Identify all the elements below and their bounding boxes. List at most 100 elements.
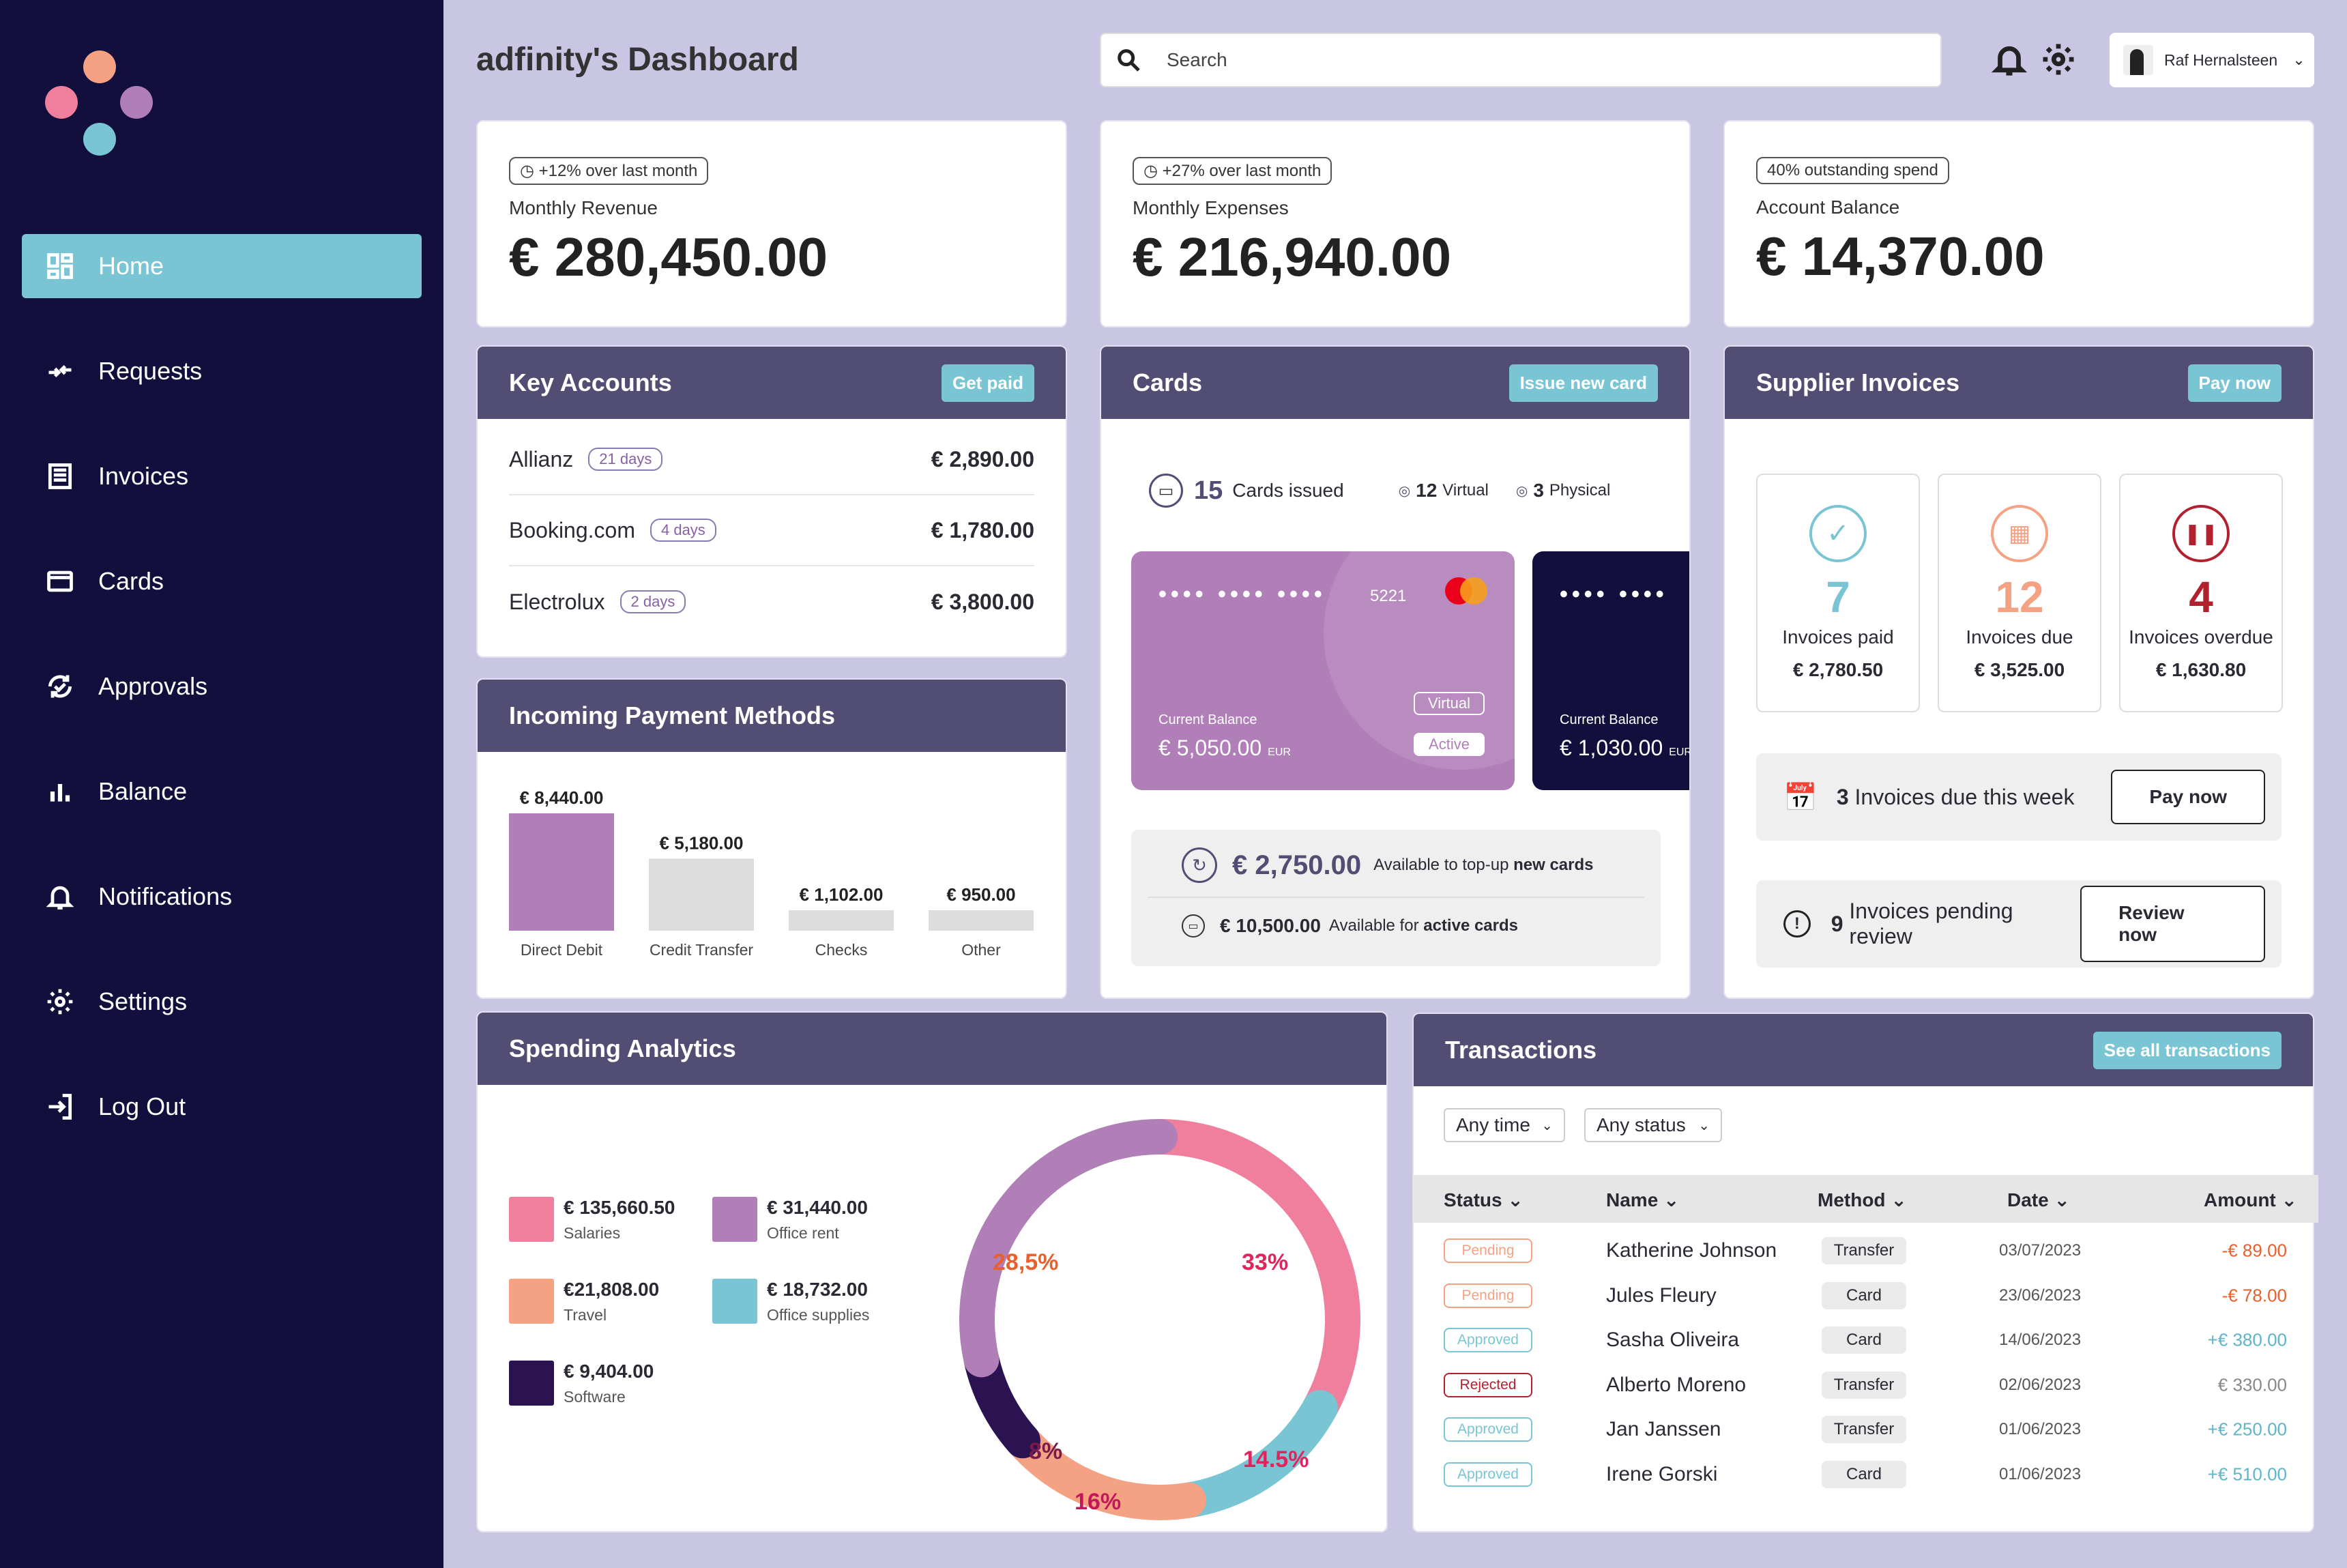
- pay-now-button[interactable]: Pay now: [2187, 364, 2282, 402]
- time-filter-select[interactable]: Any time ⌄: [1444, 1108, 1565, 1142]
- bar-value-label: € 8,440.00: [520, 787, 604, 808]
- settings-button[interactable]: [2040, 41, 2077, 78]
- account-name: Allianz: [509, 446, 574, 471]
- table-row[interactable]: Pending Jules Fleury Card 23/06/2023 -€ 78.0…: [1412, 1273, 2318, 1318]
- chevron-down-icon: ⌄: [1541, 1118, 1553, 1133]
- bar-value-label: € 950.00: [946, 884, 1015, 905]
- sidebar-item-logout[interactable]: Log Out: [22, 1075, 422, 1139]
- chevron-down-icon: ⌄: [1698, 1118, 1710, 1133]
- table-row[interactable]: Pending Katherine Johnson Transfer 03/07/20…: [1412, 1228, 2318, 1273]
- card-type-badge: Virtual: [1414, 692, 1485, 715]
- user-menu[interactable]: Raf Hernalsteen ⌄: [2110, 33, 2314, 87]
- kpi-card-expenses: ◷ +27% over last month Monthly Expenses …: [1100, 120, 1691, 328]
- table-row[interactable]: Approved Irene Gorski Card 01/06/2023 +€ 510…: [1412, 1452, 2318, 1497]
- days-badge: 4 days: [650, 519, 716, 542]
- physical-card[interactable]: •••• •••• Current Balance € 1,030.00 EUR: [1532, 551, 1689, 790]
- logout-icon: [48, 1094, 72, 1120]
- status-badge: Pending: [1444, 1283, 1532, 1308]
- invoices-paid-count: 7: [1826, 572, 1850, 622]
- sidebar-item-label: Notifications: [98, 882, 233, 910]
- sidebar-item-requests[interactable]: Requests: [22, 339, 422, 403]
- virtual-count: 12: [1416, 480, 1438, 501]
- sidebar-item-label: Log Out: [98, 1092, 186, 1120]
- account-amount: € 3,800.00: [931, 589, 1034, 614]
- virtual-card[interactable]: •••• •••• •••• 5221 Current Balance € 5,…: [1131, 551, 1515, 790]
- review-now-button[interactable]: Review now: [2080, 886, 2265, 962]
- invoices-due-label: Invoices due: [1966, 626, 2073, 648]
- chevron-down-icon: ⌄: [2292, 51, 2305, 68]
- physical-label: Physical: [1549, 481, 1611, 499]
- transaction-amount: +€ 510.00: [2207, 1464, 2287, 1485]
- transaction-date: 03/07/2023: [1999, 1241, 2082, 1260]
- invoices-overdue-label: Invoices overdue: [2129, 626, 2273, 648]
- days-badge: 21 days: [588, 448, 663, 471]
- bar-direct-debit: [509, 813, 614, 931]
- payment-methods-card: Incoming Payment Methods € 8,440.00 Direc…: [476, 678, 1067, 999]
- card-number-mask: •••• ••••: [1560, 581, 1668, 607]
- list-item[interactable]: Booking.com 4 days € 1,780.00: [509, 495, 1034, 566]
- legend-swatch: [509, 1197, 554, 1242]
- sidebar-item-invoices[interactable]: Invoices: [22, 444, 422, 508]
- list-item[interactable]: Allianz 21 days € 2,890.00: [509, 424, 1034, 495]
- kpi-badge: ◷ +27% over last month: [1133, 157, 1332, 185]
- donut-slice-label: 28,5%: [993, 1249, 1058, 1275]
- sidebar-item-home[interactable]: Home: [22, 234, 422, 298]
- invoices-paid-box[interactable]: ✓ 7 Invoices paid € 2,780.50: [1756, 474, 1920, 712]
- payment-methods-chart: € 8,440.00 Direct Debit € 5,180.00 Credit T…: [509, 787, 1034, 959]
- invoices-due-box[interactable]: ▦ 12 Invoices due € 3,525.00: [1938, 474, 2101, 712]
- transaction-name: Jules Fleury: [1606, 1283, 1717, 1307]
- donut-slice-1: [1170, 1390, 1338, 1518]
- get-paid-button[interactable]: Get paid: [941, 364, 1034, 402]
- dashboard-icon: [47, 253, 73, 279]
- transactions-card: Transactions See all transactions: [1412, 1013, 2314, 1533]
- card-header: Key Accounts Get paid: [478, 347, 1066, 419]
- main-content: adfinity's Dashboard Raf Hernalsteen ⌄ ◷…: [443, 0, 2347, 1568]
- card-header: Spending Analytics: [478, 1013, 1386, 1085]
- invoices-due-value: € 3,525.00: [1974, 659, 2065, 680]
- legend-swatch: [509, 1361, 554, 1406]
- pause-icon: ❚❚: [2172, 505, 2230, 562]
- table-row[interactable]: Approved Sasha Oliveira Card 14/06/2023 +€ 3…: [1412, 1318, 2318, 1363]
- sidebar-item-cards[interactable]: Cards: [22, 549, 422, 613]
- alert-icon: !: [1783, 910, 1811, 938]
- physical-count: 3: [1533, 480, 1544, 501]
- issue-new-card-button[interactable]: Issue new card: [1508, 364, 1658, 402]
- legend-swatch: [712, 1279, 757, 1324]
- search-input[interactable]: [1167, 49, 1849, 71]
- sidebar-item-approvals[interactable]: Approvals: [22, 654, 422, 718]
- spending-analytics-card: Spending Analytics € 135,660.50 Salaries …: [476, 1011, 1388, 1533]
- bell-icon: [46, 886, 74, 910]
- transaction-amount: -€ 78.00: [2221, 1285, 2287, 1306]
- see-all-transactions-button[interactable]: See all transactions: [2093, 1031, 2282, 1069]
- invoices-due-count: 12: [1995, 572, 2044, 622]
- invoices-paid-label: Invoices paid: [1782, 626, 1894, 648]
- clock-icon: ◷: [1143, 162, 1163, 180]
- bar-value-label: € 1,102.00: [800, 884, 884, 905]
- invoices-overdue-box[interactable]: ❚❚ 4 Invoices overdue € 1,630.80: [2119, 474, 2283, 712]
- gear-icon: [2043, 44, 2074, 75]
- invoices-overdue-value: € 1,630.80: [2155, 659, 2247, 680]
- approval-icon: [48, 675, 72, 698]
- notifications-button[interactable]: [1991, 41, 2028, 78]
- donut-slice-label: 14.5%: [1243, 1447, 1309, 1472]
- legend-item-software: € 9,404.00 Software: [509, 1361, 654, 1406]
- search-bar[interactable]: [1100, 33, 1942, 87]
- sidebar-item-label: Balance: [98, 777, 188, 805]
- status-filter-select[interactable]: Any status ⌄: [1584, 1108, 1722, 1142]
- list-item[interactable]: Electrolux 2 days € 3,800.00: [509, 566, 1034, 637]
- sidebar-item-balance[interactable]: Balance: [22, 759, 422, 824]
- sidebar-item-settings[interactable]: Settings: [22, 970, 422, 1034]
- spending-donut-chart: 33% 14.5% 16% 8% 28,5%: [959, 1119, 1360, 1520]
- legend-item-salaries: € 135,660.50 Salaries: [509, 1197, 675, 1243]
- sidebar-item-notifications[interactable]: Notifications: [22, 865, 422, 929]
- balance-label: Current Balance: [1560, 712, 1659, 727]
- invoices-overdue-count: 4: [2189, 572, 2213, 622]
- pay-now-button[interactable]: Pay now: [2111, 770, 2265, 824]
- kpi-card-balance: 40% outstanding spend Account Balance € …: [1723, 120, 2314, 328]
- card-icon: [47, 570, 73, 592]
- transaction-name: Sasha Oliveira: [1606, 1329, 1740, 1352]
- card-last4: 5221: [1370, 587, 1407, 605]
- table-row[interactable]: Rejected Alberto Moreno Transfer 02/06/2023…: [1412, 1363, 2318, 1408]
- table-row[interactable]: Approved Jan Janssen Transfer 01/06/2023 +€ …: [1412, 1407, 2318, 1452]
- bar-credit-transfer: [649, 858, 754, 931]
